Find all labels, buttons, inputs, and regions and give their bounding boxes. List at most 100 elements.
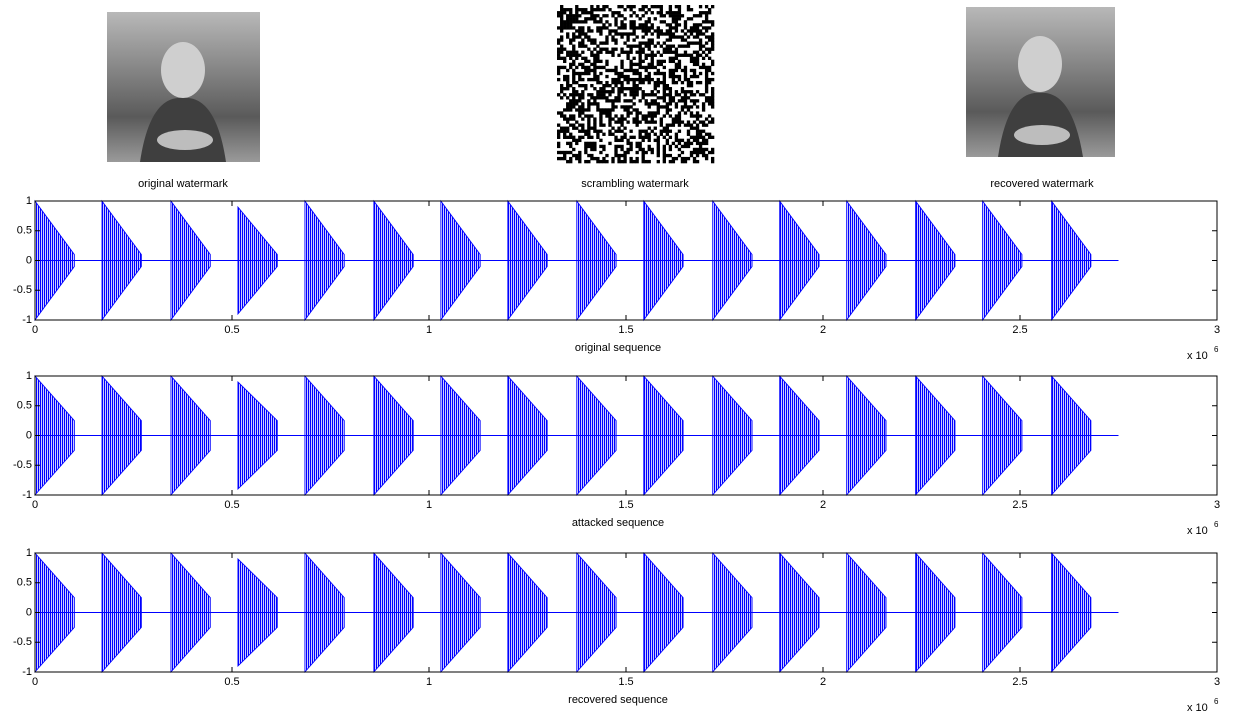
pixel: [626, 142, 629, 145]
pixel: [629, 20, 632, 23]
pixel: [566, 102, 569, 105]
x-tick-label: 1.5: [618, 499, 633, 511]
pixel: [696, 41, 699, 44]
pixel: [584, 148, 587, 151]
pixel: [599, 111, 602, 114]
pixel: [675, 133, 678, 136]
pixel: [690, 93, 693, 96]
pixel: [693, 151, 696, 154]
pixel: [678, 35, 681, 38]
pixel: [578, 96, 581, 99]
pixel: [639, 72, 642, 75]
pixel: [599, 26, 602, 29]
pixel: [654, 54, 657, 57]
pixel: [675, 57, 678, 60]
pixel: [660, 29, 663, 32]
pixel: [645, 45, 648, 48]
pixel: [593, 102, 596, 105]
pixel: [578, 154, 581, 157]
pixel: [620, 26, 623, 29]
x-tick-label: 2.5: [1012, 499, 1027, 511]
pixel: [572, 81, 575, 84]
pixel: [569, 151, 572, 154]
pixel: [587, 154, 590, 157]
pixel: [587, 102, 590, 105]
x-tick-label: 1: [426, 499, 432, 511]
pixel: [587, 160, 590, 163]
pixel: [705, 99, 708, 102]
pixel: [669, 51, 672, 54]
pixel: [590, 5, 593, 8]
pixel: [569, 14, 572, 17]
pixel: [575, 127, 578, 130]
pixel: [629, 93, 632, 96]
pixel: [596, 54, 599, 57]
pixel: [557, 69, 560, 72]
pixel: [642, 93, 645, 96]
pixel: [702, 136, 705, 139]
pixel: [572, 117, 575, 120]
pixel: [587, 105, 590, 108]
pixel: [557, 72, 560, 75]
pixel: [572, 99, 575, 102]
pixel: [578, 151, 581, 154]
pixel: [684, 102, 687, 105]
pixel: [608, 133, 611, 136]
x-tick-label: 3: [1214, 324, 1220, 336]
pixel: [711, 157, 714, 160]
original-watermark: [107, 12, 260, 162]
pixel: [623, 127, 626, 130]
pixel: [678, 63, 681, 66]
pixel: [678, 111, 681, 114]
pixel: [639, 23, 642, 26]
pixel: [693, 51, 696, 54]
pixel: [666, 29, 669, 32]
pixel: [681, 120, 684, 123]
pixel: [626, 51, 629, 54]
pixel: [651, 54, 654, 57]
pixel: [575, 139, 578, 142]
pixel: [693, 139, 696, 142]
pixel: [675, 51, 678, 54]
pixel: [587, 108, 590, 111]
pixel: [569, 157, 572, 160]
x-tick-label: 2: [820, 676, 826, 688]
pixel: [605, 14, 608, 17]
pixel: [623, 8, 626, 11]
pixel: [657, 60, 660, 63]
pixel: [645, 160, 648, 163]
pixel: [563, 133, 566, 136]
pixel: [596, 66, 599, 69]
pixel: [566, 69, 569, 72]
pixel: [578, 108, 581, 111]
pixel: [617, 145, 620, 148]
pixel: [657, 102, 660, 105]
pixel: [629, 90, 632, 93]
pixel: [639, 57, 642, 60]
pixel: [629, 32, 632, 35]
pixel: [563, 127, 566, 130]
pixel: [639, 45, 642, 48]
pixel: [705, 84, 708, 87]
pixel: [623, 87, 626, 90]
pixel: [569, 8, 572, 11]
pixel: [666, 51, 669, 54]
pixel: [596, 90, 599, 93]
pixel: [681, 139, 684, 142]
pixel: [617, 26, 620, 29]
x-scale-exponent: 6: [1214, 520, 1219, 529]
pixel: [575, 157, 578, 160]
pixel: [657, 154, 660, 157]
pixel: [569, 38, 572, 41]
pixel: [654, 127, 657, 130]
pixel: [711, 78, 714, 81]
pixel: [654, 102, 657, 105]
pixel: [569, 51, 572, 54]
pixel: [572, 96, 575, 99]
pixel: [593, 142, 596, 145]
pixel: [657, 96, 660, 99]
pixel: [696, 105, 699, 108]
pixel: [632, 90, 635, 93]
pixel: [687, 145, 690, 148]
pixel: [578, 8, 581, 11]
